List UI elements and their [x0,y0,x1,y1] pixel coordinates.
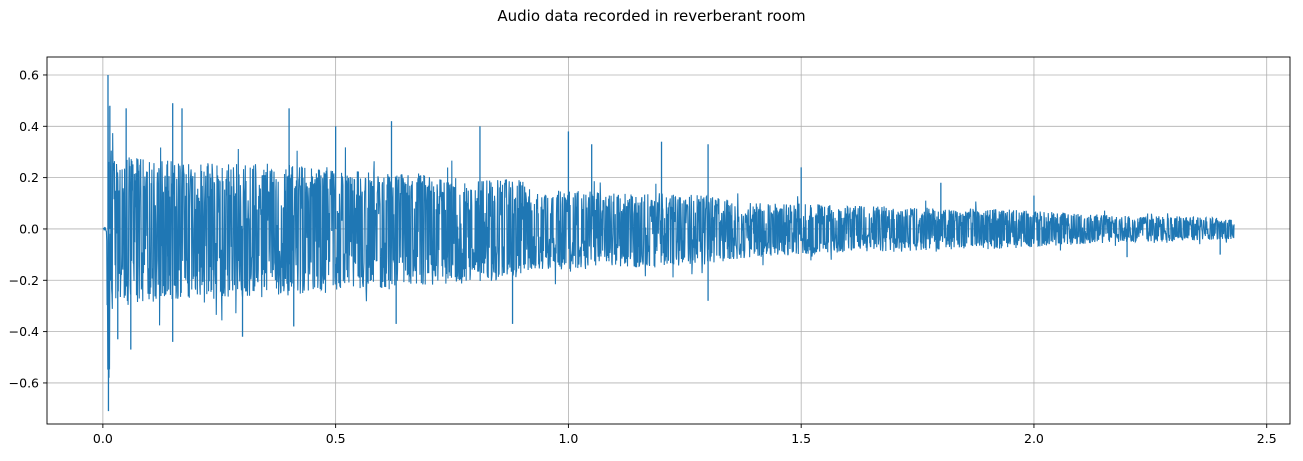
plot-frame [46,56,1291,425]
x-tick-label: 0.0 [93,431,113,446]
x-tick-label: 2.5 [1257,431,1277,446]
waveform-layer [102,74,1235,412]
chart-title: Audio data recorded in reverberant room [497,7,806,25]
x-tick-label: 0.5 [326,431,346,446]
y-tick-label: −0.6 [9,375,39,390]
y-axis-ticks: −0.6 −0.4 −0.2 0.0 0.2 0.4 0.6 [9,67,47,390]
axes [46,56,1291,425]
y-tick-label: 0.4 [19,119,39,134]
x-tick-label: 2.0 [1024,431,1044,446]
y-tick-label: 0.2 [19,170,39,185]
waveform-series-line [102,106,1235,370]
x-tick-label: 1.5 [791,431,811,446]
y-tick-label: −0.2 [9,273,39,288]
x-axis-ticks: 0.0 0.5 1.0 1.5 2.0 2.5 [93,424,1277,446]
y-tick-label: 0.6 [19,67,39,82]
y-tick-label: −0.4 [9,324,39,339]
x-tick-label: 1.0 [558,431,578,446]
y-tick-label: 0.0 [19,221,39,236]
